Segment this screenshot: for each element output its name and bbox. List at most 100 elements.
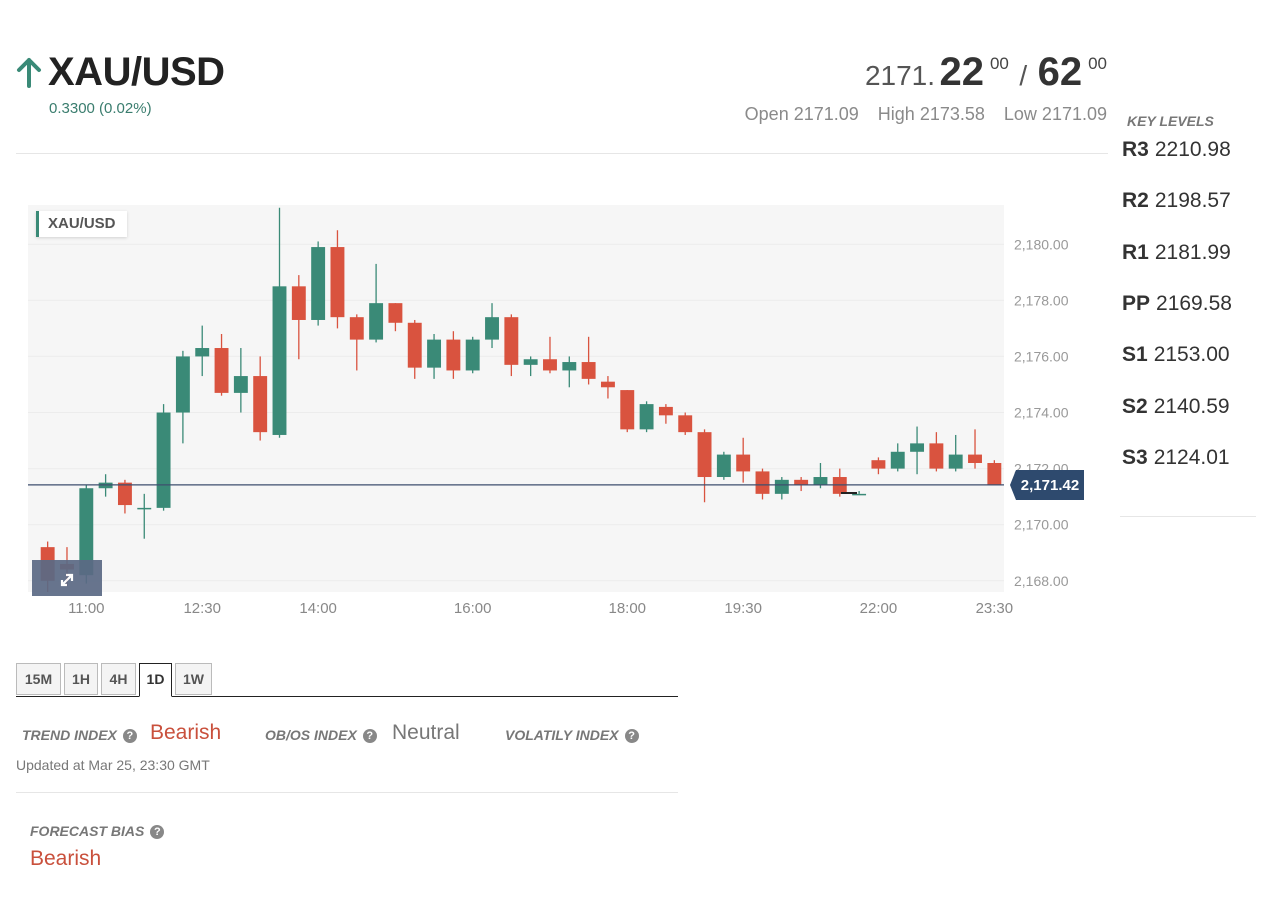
high-stat: High 2173.58 <box>877 104 985 124</box>
key-level-name: S1 <box>1122 343 1148 366</box>
candle-body <box>485 317 499 340</box>
candle-body <box>504 317 519 365</box>
expand-chart-button[interactable] <box>32 560 102 596</box>
low-stat: Low 2171.09 <box>1003 104 1107 124</box>
key-level-s2: S2 2140.59 <box>1122 395 1230 419</box>
y-tick-label: 2,170.00 <box>1014 517 1069 533</box>
candle-body <box>446 339 461 371</box>
candle-body <box>175 356 190 413</box>
open-stat: Open 2171.09 <box>744 104 859 124</box>
quote-price: 2171. 22 00 / 62 00 <box>865 50 1107 95</box>
candle-body <box>774 479 789 494</box>
x-tick-label: 22:00 <box>860 600 898 617</box>
header-divider <box>16 153 1108 154</box>
expand-icon <box>60 573 74 587</box>
help-icon[interactable]: ? <box>122 729 137 743</box>
forecast-bias-label: FORECAST BIAS? <box>30 823 165 839</box>
candle-body <box>890 451 905 469</box>
trend-index-text: TREND INDEX <box>22 727 117 743</box>
forecast-bias-value: Bearish <box>30 847 102 870</box>
candle-body <box>968 454 982 463</box>
candle-body <box>195 348 210 357</box>
bid-integer: 2171. <box>864 60 936 91</box>
candle-body <box>852 493 867 496</box>
help-icon[interactable]: ? <box>362 729 377 743</box>
key-level-value: 2169.58 <box>1156 292 1232 315</box>
y-tick-label: 2,180.00 <box>1014 236 1069 252</box>
candle-body <box>581 362 596 379</box>
arrow-up-icon <box>17 58 41 88</box>
tab-4h[interactable]: 4H <box>101 663 136 695</box>
obos-index-label: OB/OS INDEX? <box>265 727 377 743</box>
key-level-r2: R2 2198.57 <box>1122 189 1231 213</box>
key-level-name: S2 <box>1122 395 1148 418</box>
candle-body <box>137 507 152 510</box>
key-level-value: 2124.01 <box>1153 446 1230 469</box>
forecast-bias-text: FORECAST BIAS <box>30 823 145 839</box>
candle-body <box>716 454 731 478</box>
key-level-name: R3 <box>1122 138 1149 161</box>
help-icon[interactable]: ? <box>150 825 165 839</box>
ask-sup: 00 <box>1088 54 1107 73</box>
key-level-name: R2 <box>1122 189 1149 212</box>
candle-body <box>407 322 422 368</box>
tab-1h[interactable]: 1H <box>64 663 98 695</box>
candle-body <box>233 376 248 393</box>
candle-body <box>600 381 615 388</box>
candle-body <box>465 339 480 371</box>
key-level-value: 2210.98 <box>1154 138 1231 161</box>
volatility-index-text: VOLATILY INDEX <box>505 727 619 743</box>
bid-main: 22 <box>939 50 984 94</box>
candle-body <box>562 362 577 371</box>
key-level-s1: S1 2153.00 <box>1122 343 1230 367</box>
candle-body <box>369 303 384 340</box>
instrument-symbol: XAU/USD <box>48 50 225 94</box>
obos-index-value: Neutral <box>392 721 460 744</box>
tab-15m[interactable]: 15M <box>16 663 61 695</box>
candle-body <box>156 412 171 508</box>
key-level-name: PP <box>1122 292 1151 315</box>
timeframe-tabs: 15M 1H 4H 1D 1W <box>16 662 678 697</box>
quote-separator: / <box>1019 60 1028 91</box>
x-tick-label: 14:00 <box>299 600 337 617</box>
candle-body <box>987 463 1002 486</box>
candle-body <box>813 477 828 486</box>
key-level-value: 2181.99 <box>1154 241 1231 264</box>
ohl-stats: Open 2171.09 High 2173.58 Low 2171.09 <box>745 104 1107 125</box>
y-tick-label: 2,174.00 <box>1014 405 1069 421</box>
candle-body <box>910 443 925 452</box>
tab-1w[interactable]: 1W <box>175 663 212 695</box>
key-levels-divider <box>1120 516 1256 517</box>
candle-body <box>79 488 94 576</box>
key-level-r1: R1 2181.99 <box>1122 241 1231 265</box>
key-level-value: 2153.00 <box>1153 343 1230 366</box>
updated-timestamp: Updated at Mar 25, 23:30 GMT <box>16 757 210 773</box>
price-chart[interactable]: 2,168.002,170.002,172.002,174.002,176.00… <box>0 195 1120 625</box>
candle-body <box>523 359 538 365</box>
candle-body <box>794 479 809 486</box>
candle-body <box>272 286 287 435</box>
candle-body <box>330 247 345 318</box>
y-tick-label: 2,176.00 <box>1014 348 1069 364</box>
candle-body <box>311 247 326 320</box>
candle-body <box>349 317 364 340</box>
candle-body <box>388 303 403 323</box>
candle-body <box>639 404 654 430</box>
trend-index-label: TREND INDEX? <box>22 727 137 743</box>
help-icon[interactable]: ? <box>624 729 639 743</box>
candle-body <box>871 460 886 469</box>
y-tick-label: 2,178.00 <box>1014 292 1069 308</box>
candle-body <box>620 390 635 430</box>
candle-body <box>948 454 963 469</box>
tab-1d[interactable]: 1D <box>139 663 172 697</box>
candle-body <box>253 376 268 433</box>
candle-body <box>658 406 673 416</box>
last-price-value: 2,171.42 <box>1021 477 1079 494</box>
ask-main: 62 <box>1037 50 1083 94</box>
key-level-value: 2140.59 <box>1153 395 1230 418</box>
key-level-pp: PP 2169.58 <box>1122 292 1232 316</box>
candle-body <box>291 286 306 320</box>
candle-body <box>697 432 712 478</box>
x-tick-label: 19:30 <box>724 600 762 617</box>
candle-body <box>678 415 693 433</box>
